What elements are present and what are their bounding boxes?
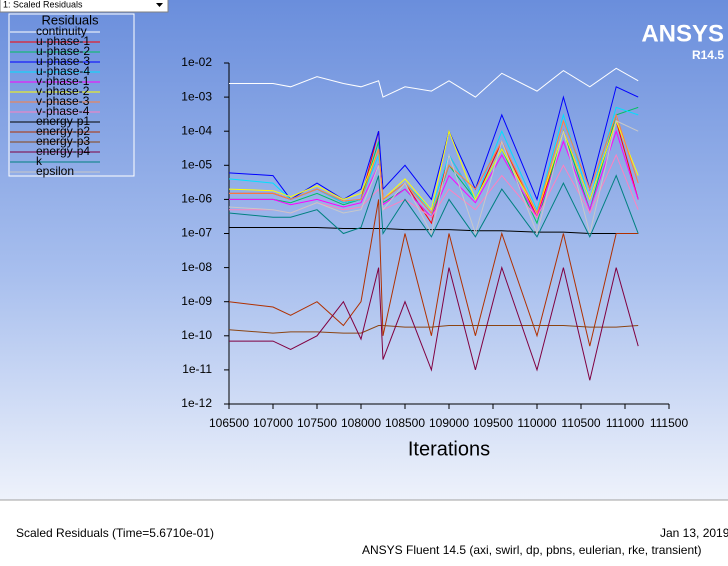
- legend-label: u-phase-1: [36, 34, 90, 48]
- series-line: [228, 120, 639, 236]
- legend-label: u-phase-4: [36, 64, 90, 78]
- x-tick-label: 111000: [606, 416, 645, 430]
- x-axis-title: Iterations: [408, 438, 490, 460]
- series-line: [229, 129, 639, 219]
- legend-label: energy-p4: [36, 144, 90, 158]
- logo-brand: ANSYS: [641, 20, 724, 47]
- series-line: [229, 67, 639, 98]
- legend-label: u-phase-2: [36, 44, 90, 58]
- legend-label: v-phase-4: [36, 104, 90, 118]
- legend-title: Residuals: [41, 12, 99, 27]
- series-line: [229, 265, 639, 381]
- plot-background: [0, 0, 728, 500]
- series-line: [228, 86, 639, 201]
- x-tick-label: 108500: [385, 416, 425, 430]
- y-tick-label: 1e-11: [182, 362, 212, 376]
- y-tick-label: 1e-12: [181, 396, 212, 410]
- legend-label: v-phase-2: [36, 84, 90, 98]
- x-tick-label: 106500: [209, 416, 249, 430]
- y-tick-label: 1e-09: [181, 294, 212, 308]
- y-tick-label: 1e-08: [181, 260, 212, 274]
- legend-label: u-phase-3: [36, 54, 90, 68]
- y-tick-label: 1e-02: [181, 55, 212, 69]
- logo-version: R14.5: [692, 48, 724, 62]
- footer-status: Scaled Residuals (Time=5.6710e-01): [16, 526, 214, 540]
- legend-box: [8, 13, 135, 177]
- legend-label: v-phase-3: [36, 94, 90, 108]
- y-tick-label: 1e-06: [181, 192, 212, 206]
- y-tick-label: 1e-10: [181, 328, 212, 342]
- footer-solver: ANSYS Fluent 14.5 (axi, swirl, dp, pbns,…: [362, 543, 702, 557]
- y-tick-label: 1e-07: [181, 226, 212, 240]
- x-tick-label: 110500: [561, 416, 600, 430]
- dropdown-text[interactable]: 1: Scaled Residuals: [3, 0, 83, 9]
- x-tick-label: 107000: [253, 416, 293, 430]
- legend-label: energy-p2: [36, 124, 90, 138]
- legend-label: epsilon: [36, 164, 74, 178]
- dropdown[interactable]: 1: Scaled Residuals: [0, 0, 169, 13]
- x-tick-label: 109500: [473, 416, 513, 430]
- x-tick-label: 107500: [297, 416, 337, 430]
- dropdown-arrow[interactable]: [156, 3, 163, 7]
- footer-panel: [0, 500, 728, 566]
- y-tick-label: 1e-03: [181, 89, 212, 103]
- y-tick-label: 1e-04: [181, 123, 212, 137]
- x-tick-label: 111500: [650, 416, 689, 430]
- legend-label: k: [36, 154, 43, 168]
- dropdown-box[interactable]: [0, 0, 169, 13]
- series-line: [229, 227, 639, 234]
- series-line: [228, 199, 639, 347]
- series-line: [228, 174, 639, 238]
- series-line: [229, 113, 639, 215]
- x-tick-label: 108000: [341, 416, 381, 430]
- legend-label: v-phase-1: [36, 74, 90, 88]
- x-tick-label: 109000: [429, 416, 469, 430]
- legend-label: energy-p3: [36, 134, 90, 148]
- legend-label: energy-p1: [36, 114, 90, 128]
- footer-date: Jan 13, 2019: [660, 526, 728, 540]
- series-line: [228, 325, 639, 334]
- legend-label: continuity: [36, 24, 87, 38]
- y-tick-label: 1e-05: [181, 157, 212, 171]
- x-tick-label: 110000: [517, 416, 556, 430]
- series-line: [228, 119, 639, 215]
